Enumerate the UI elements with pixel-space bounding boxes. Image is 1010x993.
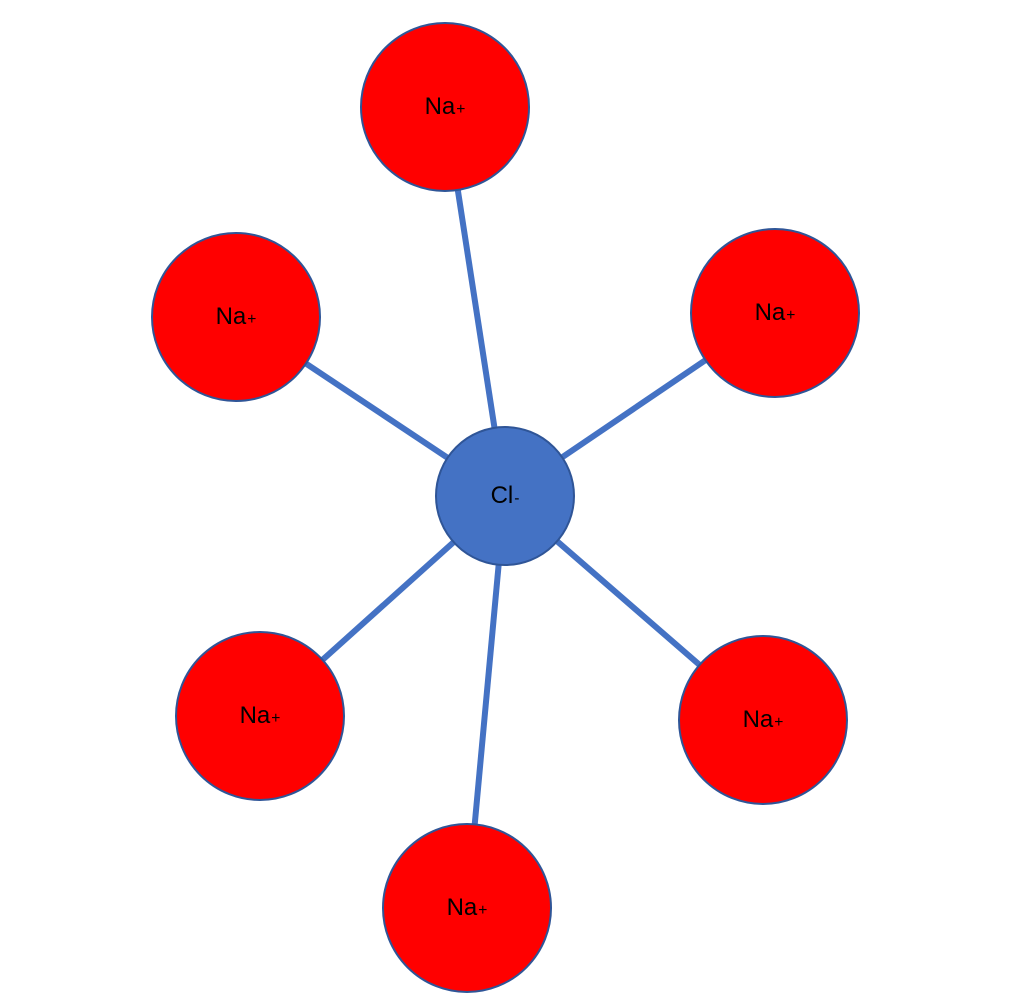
outer-ion-na-top-right: Na+ (690, 228, 860, 398)
outer-ion-na-bottom-label: Na+ (447, 894, 488, 922)
center-ion: Cl- (435, 426, 575, 566)
label-base: Na (447, 894, 478, 922)
outer-ion-na-top-label: Na+ (425, 93, 466, 121)
label-base: Cl (491, 482, 514, 510)
outer-ion-na-bottom-right-label: Na+ (743, 706, 784, 734)
outer-ion-na-top: Na+ (360, 22, 530, 192)
label-base: Na (240, 702, 271, 730)
label-base: Na (425, 93, 456, 121)
outer-ion-na-bottom-left: Na+ (175, 631, 345, 801)
outer-ion-na-bottom: Na+ (382, 823, 552, 993)
label-base: Na (755, 299, 786, 327)
outer-ion-na-top-right-label: Na+ (755, 299, 796, 327)
outer-ion-na-bottom-left-label: Na+ (240, 702, 281, 730)
outer-ion-na-top-left-label: Na+ (216, 303, 257, 331)
label-base: Na (743, 706, 774, 734)
outer-ion-na-top-left: Na+ (151, 232, 321, 402)
label-base: Na (216, 303, 247, 331)
center-ion-label: Cl- (491, 482, 520, 510)
outer-ion-na-bottom-right: Na+ (678, 635, 848, 805)
